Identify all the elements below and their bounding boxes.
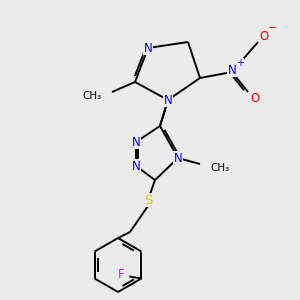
Text: −: − (268, 23, 278, 33)
Text: O: O (260, 29, 268, 43)
Text: CH₃: CH₃ (210, 163, 229, 173)
Text: N: N (144, 41, 152, 55)
Text: N: N (174, 152, 182, 164)
Text: N: N (132, 160, 140, 172)
Text: O: O (250, 92, 260, 104)
Text: N: N (164, 94, 172, 106)
Text: CH₃: CH₃ (83, 91, 102, 101)
Text: N: N (228, 64, 236, 76)
Text: S: S (144, 194, 152, 206)
Text: F: F (118, 268, 125, 281)
Text: +: + (236, 58, 244, 68)
Text: N: N (132, 136, 140, 148)
